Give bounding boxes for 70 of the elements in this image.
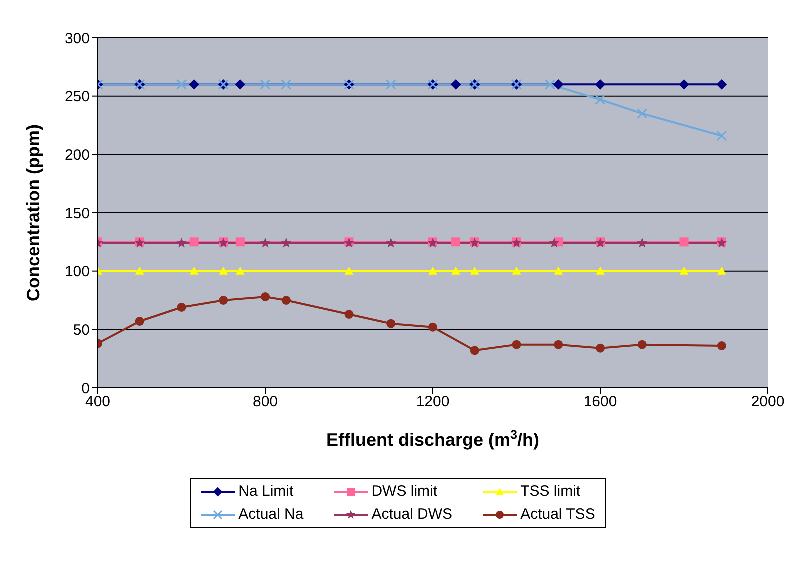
point [680,238,689,247]
point [596,80,606,90]
legend-label: Actual DWS [372,506,453,523]
point [554,80,564,90]
point [236,238,245,247]
point [452,238,461,247]
point [716,130,728,142]
y-tick-label: 200 [64,146,90,164]
point [545,79,556,90]
point [236,266,245,275]
point [716,80,727,90]
point [219,266,228,275]
point [679,80,690,90]
point [554,340,564,350]
point [680,266,689,275]
y-tick-label: 250 [64,88,90,106]
point [135,317,144,326]
x-tick-label: 800 [252,394,278,411]
point [549,238,560,248]
point [451,80,462,90]
point [452,266,461,275]
legend-label: Actual Na [238,506,304,523]
point [344,266,354,275]
point [190,266,199,275]
point [470,346,480,356]
legend-label: Actual TSS [520,506,596,523]
legend-label: TSS limit [520,483,581,500]
point [717,266,726,275]
point [596,266,605,275]
point [596,344,605,353]
point [595,94,606,106]
point [281,79,292,90]
y-tick-label: 150 [64,205,90,222]
point [386,319,396,328]
x-tick-label: 1200 [416,394,450,411]
legend-label: DWS limit [372,483,438,500]
point [260,238,271,248]
point [428,266,438,275]
point [235,80,246,90]
point [386,238,396,248]
point [177,303,186,312]
point [135,266,144,275]
point [219,296,228,305]
point [282,296,291,305]
point [512,340,522,350]
point [512,266,522,275]
y-tick-label: 100 [64,264,90,281]
point [428,322,438,332]
x-tick-label: 1600 [584,394,618,411]
point [717,342,726,350]
y-axis-title: Concentration (ppm) [23,124,44,302]
x-tick-label: 2000 [751,394,785,411]
y-tick-label: 50 [73,322,90,339]
point [386,79,396,90]
point [176,79,187,90]
point [637,108,648,120]
point [638,340,647,350]
point [260,79,271,90]
y-tick-label: 300 [64,30,90,48]
point [281,238,292,248]
point [554,266,564,275]
point [470,266,480,275]
point [637,238,648,248]
legend-label: Na Limit [238,483,294,500]
x-axis-title: Effluent discharge (m$^{3}$/h) [326,428,540,450]
point [176,238,187,248]
point [261,292,270,302]
point [344,310,354,319]
point [189,80,200,90]
point [190,238,199,247]
